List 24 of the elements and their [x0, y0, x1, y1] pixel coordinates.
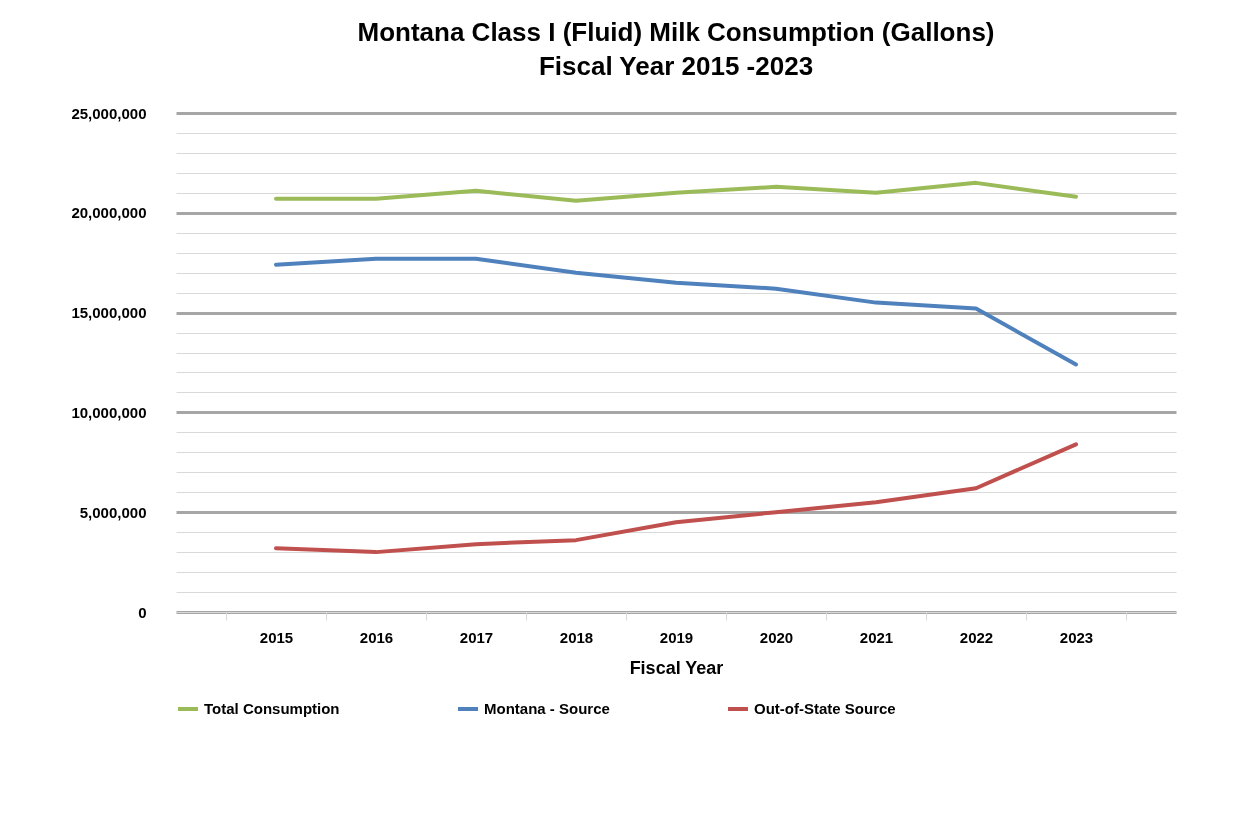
line-series [274, 442, 1078, 555]
y-tick-label: 10,000,000 [71, 403, 147, 421]
chart-subtitle: Fiscal Year 2015 -2023 [538, 51, 814, 81]
chart-title: Montana Class I (Fluid) Milk Consumption (Gallons) [357, 17, 995, 47]
x-tick-label: 2017 [459, 628, 494, 646]
legend-label: Total Consumption [204, 700, 340, 717]
x-tick-label: 2023 [1059, 628, 1094, 646]
x-tick-label: 2019 [659, 628, 694, 646]
y-tick-label: 25,000,000 [71, 104, 147, 122]
x-tick-label: 2016 [359, 628, 394, 646]
x-tick-label: 2015 [259, 628, 294, 646]
legend-label: Montana - Source [484, 700, 610, 717]
y-tick-label: 0 [138, 603, 147, 621]
legend-label: Out-of-State Source [754, 700, 896, 717]
line-series [274, 180, 1078, 203]
x-tick-label: 2018 [559, 628, 594, 646]
x-tick-label: 2020 [759, 628, 794, 646]
y-tick-label: 20,000,000 [71, 204, 147, 222]
x-axis-title: Fiscal Year [629, 657, 724, 678]
x-tick-label: 2022 [959, 628, 994, 646]
x-tick-label: 2021 [859, 628, 894, 646]
line-series [274, 256, 1078, 367]
y-tick-label: 5,000,000 [79, 503, 147, 521]
y-tick-label: 15,000,000 [71, 304, 147, 322]
